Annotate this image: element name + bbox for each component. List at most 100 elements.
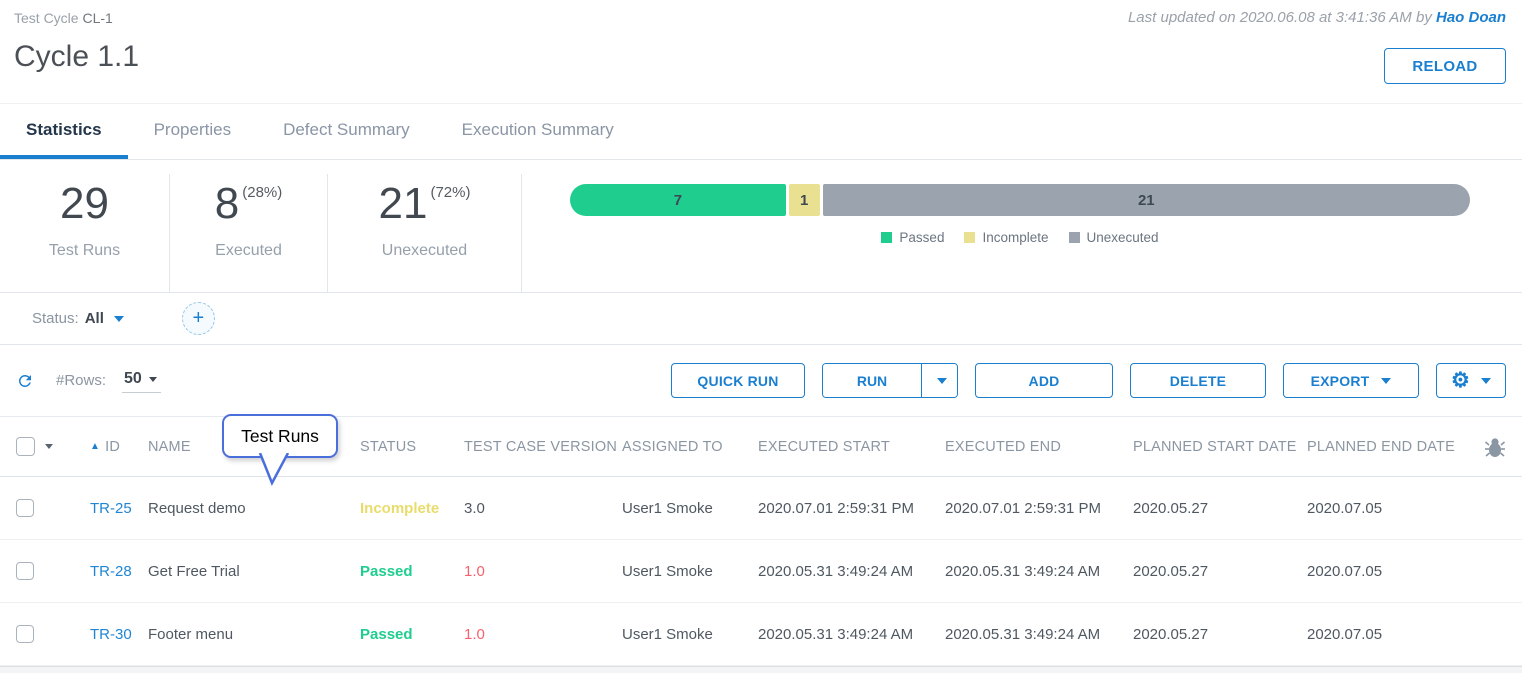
stat-unexecuted-value: 21 <box>378 179 428 228</box>
export-button[interactable]: EXPORT <box>1283 363 1419 398</box>
column-header-planned-end-date[interactable]: PLANNED END DATE <box>1307 438 1455 455</box>
refresh-button[interactable] <box>16 372 34 390</box>
legend-unexecuted-label: Unexecuted <box>1086 230 1159 245</box>
horizontal-scrollbar[interactable] <box>0 666 1522 673</box>
run-button[interactable]: RUN <box>823 364 921 397</box>
column-header-executed-start[interactable]: EXECUTED START <box>758 438 890 455</box>
column-header-assigned-to[interactable]: ASSIGNED TO <box>622 438 723 455</box>
status-filter-value: All <box>84 310 104 327</box>
last-updated-text: Last updated on 2020.06.08 at 3:41:36 AM… <box>1128 9 1506 26</box>
chevron-down-icon <box>1381 377 1392 384</box>
chevron-down-icon <box>1481 377 1492 384</box>
status-badge: Passed <box>360 562 413 580</box>
stat-unexecuted: 21 (72%) Unexecuted <box>328 174 522 292</box>
table-row[interactable]: TR-28 Get Free Trial Passed 1.0 User1 Sm… <box>0 540 1522 603</box>
select-all-checkbox[interactable] <box>16 437 35 456</box>
test-run-name: Request demo <box>148 499 246 517</box>
add-filter-button[interactable]: + <box>181 302 215 335</box>
chevron-down-icon <box>148 376 157 382</box>
column-id-label: ID <box>105 438 121 455</box>
run-dropdown-button[interactable] <box>921 364 957 397</box>
stat-test-runs-value: 29 <box>60 179 109 228</box>
table-row[interactable]: TR-25 Request demo Incomplete 3.0 User1 … <box>0 477 1522 540</box>
last-updated-prefix: Last updated on 2020.06.08 at 3:41:36 AM… <box>1127 9 1436 26</box>
chevron-down-icon <box>113 315 124 322</box>
bug-icon <box>1484 437 1505 457</box>
export-label: EXPORT <box>1310 372 1370 389</box>
test-run-id-link[interactable]: TR-25 <box>90 499 132 517</box>
page-title: Cycle 1.1 <box>14 40 140 73</box>
legend-passed-label: Passed <box>899 230 945 245</box>
filter-row: Status: All + <box>0 293 1522 345</box>
stat-test-runs: 29 Test Runs <box>0 174 170 292</box>
assigned-to: User1 Smoke <box>622 625 713 643</box>
executed-start: 2020.05.31 3:49:24 AM <box>758 562 914 580</box>
test-case-version: 1.0 <box>464 562 485 580</box>
execution-progress-area: 7 1 21 Passed Incomplete Unexecuted <box>522 174 1522 292</box>
row-checkbox[interactable] <box>16 625 34 643</box>
stat-executed-value: 8 <box>214 179 240 228</box>
stat-unexecuted-label: Unexecuted <box>381 242 468 260</box>
status-badge: Incomplete <box>360 499 440 517</box>
tab-execution-summary[interactable]: Execution Summary <box>461 119 614 139</box>
gear-icon: ⚙ <box>1450 369 1471 392</box>
progress-segment-passed: 7 <box>570 184 786 216</box>
execution-progress-bar: 7 1 21 <box>570 184 1471 216</box>
status-filter-dropdown[interactable]: Status: All <box>32 310 124 327</box>
delete-button[interactable]: DELETE <box>1130 363 1266 398</box>
assigned-to: User1 Smoke <box>622 499 713 517</box>
incomplete-swatch-icon <box>964 232 976 243</box>
tooltip-tail <box>258 453 290 486</box>
planned-start-date: 2020.05.27 <box>1133 562 1209 580</box>
tooltip-text: Test Runs <box>241 425 319 446</box>
settings-button[interactable]: ⚙ <box>1436 363 1506 398</box>
test-run-id-link[interactable]: TR-28 <box>90 562 132 580</box>
add-button[interactable]: ADD <box>975 363 1113 398</box>
legend-item-unexecuted: Unexecuted <box>1068 230 1159 245</box>
progress-segment-unexecuted: 21 <box>822 184 1471 216</box>
test-run-name: Footer menu <box>148 625 234 643</box>
legend-incomplete-label: Incomplete <box>982 230 1049 245</box>
stat-executed-percent: (28%) <box>242 184 283 201</box>
page-header: Test Cycle CL-1 Last updated on 2020.06.… <box>0 0 1522 103</box>
tab-defect-summary[interactable]: Defect Summary <box>283 119 410 139</box>
column-header-executed-end[interactable]: EXECUTED END <box>945 438 1061 455</box>
column-header-name[interactable]: NAME <box>148 438 191 455</box>
chevron-down-icon <box>936 377 947 384</box>
defects-column-button[interactable] <box>1467 435 1522 459</box>
refresh-icon <box>18 374 31 387</box>
tab-properties[interactable]: Properties <box>153 119 232 139</box>
executed-start: 2020.05.31 3:49:24 AM <box>758 625 914 643</box>
row-checkbox[interactable] <box>16 562 34 580</box>
run-split-button: RUN <box>822 363 958 398</box>
executed-end: 2020.07.01 2:59:31 PM <box>945 499 1101 517</box>
stat-test-runs-label: Test Runs <box>48 242 121 260</box>
select-dropdown-icon[interactable] <box>45 444 53 449</box>
test-case-version: 1.0 <box>464 625 485 643</box>
passed-swatch-icon <box>881 232 893 243</box>
planned-end-date: 2020.07.05 <box>1307 562 1383 580</box>
legend-item-incomplete: Incomplete <box>964 230 1049 245</box>
column-header-id[interactable]: ▲ ID <box>90 439 148 455</box>
reload-button[interactable]: RELOAD <box>1384 48 1506 84</box>
row-checkbox[interactable] <box>16 499 34 517</box>
rows-value: 50 <box>124 370 142 387</box>
last-updated-user-link[interactable]: Hao Doan <box>1435 9 1506 26</box>
status-filter-label: Status: <box>32 310 79 327</box>
breadcrumb-type: Test Cycle <box>14 10 83 26</box>
rows-per-page-select[interactable]: 50 <box>122 368 161 393</box>
status-badge: Passed <box>360 625 413 643</box>
breadcrumb-id: CL-1 <box>82 10 113 26</box>
quick-run-button[interactable]: QUICK RUN <box>671 363 805 398</box>
toolbar: #Rows: 50 QUICK RUN RUN ADD DELETE EXPOR… <box>0 345 1522 416</box>
test-run-id-link[interactable]: TR-30 <box>90 625 132 643</box>
column-header-test-case-version[interactable]: TEST CASE VERSION <box>464 438 618 455</box>
progress-segment-incomplete: 1 <box>788 184 820 216</box>
table-row[interactable]: TR-30 Footer menu Passed 1.0 User1 Smoke… <box>0 603 1522 666</box>
test-run-name: Get Free Trial <box>148 562 240 580</box>
column-header-status[interactable]: STATUS <box>360 438 417 455</box>
column-header-planned-start-date[interactable]: PLANNED START DATE <box>1133 438 1297 455</box>
executed-end: 2020.05.31 3:49:24 AM <box>945 625 1101 643</box>
tab-statistics[interactable]: Statistics <box>0 104 128 159</box>
stat-executed: 8 (28%) Executed <box>170 174 328 292</box>
